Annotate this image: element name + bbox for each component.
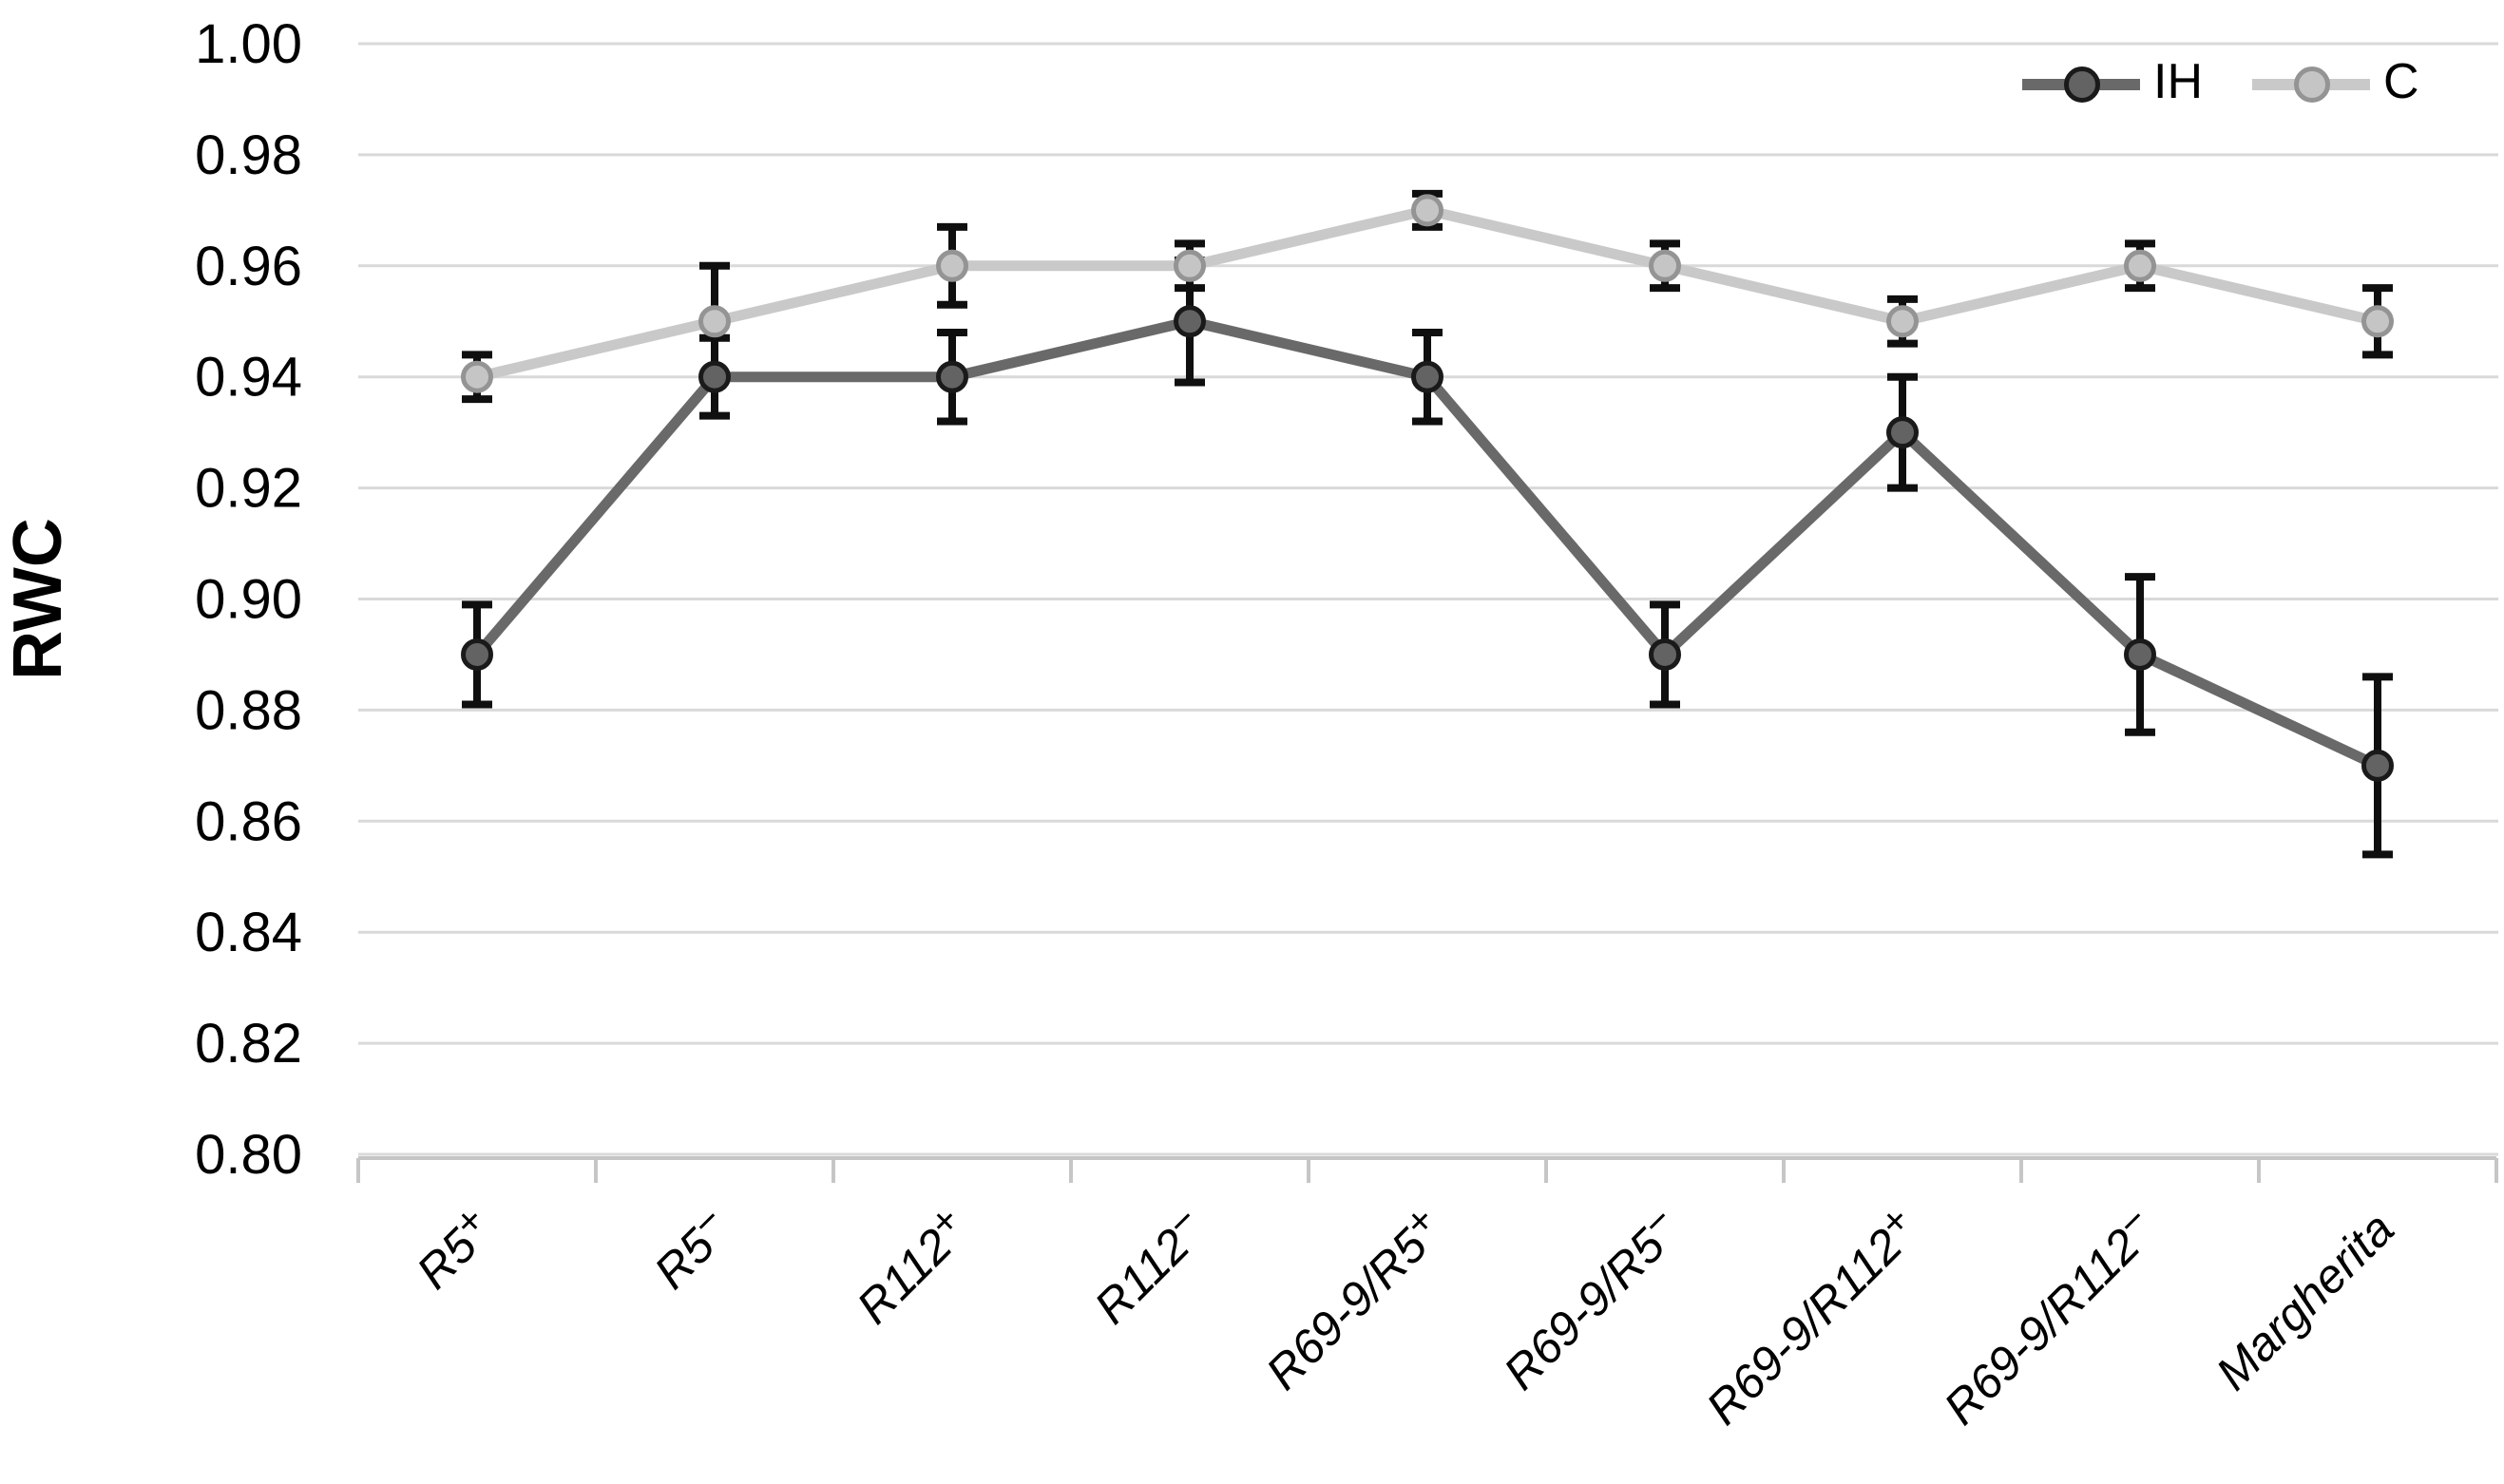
legend: IH C xyxy=(2022,57,2419,112)
y-tick-label: 0.86 xyxy=(195,790,302,852)
ih-marker xyxy=(2124,637,2156,671)
y-tick-label: 0.94 xyxy=(195,347,302,409)
c-marker xyxy=(936,249,968,282)
y-axis-title: RWC xyxy=(0,518,76,680)
c-line-marker-icon xyxy=(2252,64,2370,105)
c-marker xyxy=(698,305,731,338)
y-tick-label: 0.92 xyxy=(195,458,302,520)
x-category-label: R69-9/R112− xyxy=(1929,1197,2167,1435)
c-marker xyxy=(461,360,493,393)
ih-line-marker-icon xyxy=(2022,64,2140,105)
x-category-label: R69-9/R5+ xyxy=(1252,1197,1454,1399)
c-marker xyxy=(1174,249,1206,282)
y-tick-label: 0.90 xyxy=(195,569,302,631)
y-tick-label: 1.00 xyxy=(195,13,302,75)
c-marker xyxy=(2361,305,2394,338)
y-tick-label: 0.98 xyxy=(195,124,302,186)
x-category-label: R112− xyxy=(1080,1197,1216,1334)
ih-marker xyxy=(1174,305,1206,338)
x-category-label: R5− xyxy=(640,1197,741,1299)
ih-marker xyxy=(2361,749,2394,782)
legend-item-ih: IH xyxy=(2022,57,2203,112)
y-tick-label: 0.88 xyxy=(195,679,302,741)
x-category-label: R5+ xyxy=(402,1197,504,1299)
legend-item-c: C xyxy=(2252,57,2419,112)
ih-marker xyxy=(1649,637,1681,671)
c-marker xyxy=(2124,249,2156,282)
ih-marker xyxy=(936,360,968,393)
y-tick-label: 0.82 xyxy=(195,1013,302,1075)
y-tick-label: 0.80 xyxy=(195,1124,302,1186)
ih-marker xyxy=(1411,360,1443,393)
y-tick-label: 0.96 xyxy=(195,236,302,297)
x-category-label: R69-9/R112+ xyxy=(1692,1197,1929,1435)
c-marker xyxy=(1886,305,1919,338)
c-marker xyxy=(1649,249,1681,282)
legend-label-c: C xyxy=(2383,54,2419,109)
ih-marker xyxy=(698,360,731,393)
x-category-label: Margherita xyxy=(2206,1202,2404,1400)
c-marker xyxy=(1411,194,1443,227)
y-tick-label: 0.84 xyxy=(195,902,302,963)
legend-label-ih: IH xyxy=(2153,54,2203,109)
ih-marker xyxy=(1886,416,1919,449)
x-category-label: R112+ xyxy=(842,1197,979,1334)
x-category-label: R69-9/R5− xyxy=(1489,1197,1692,1399)
ih-marker xyxy=(461,637,493,671)
